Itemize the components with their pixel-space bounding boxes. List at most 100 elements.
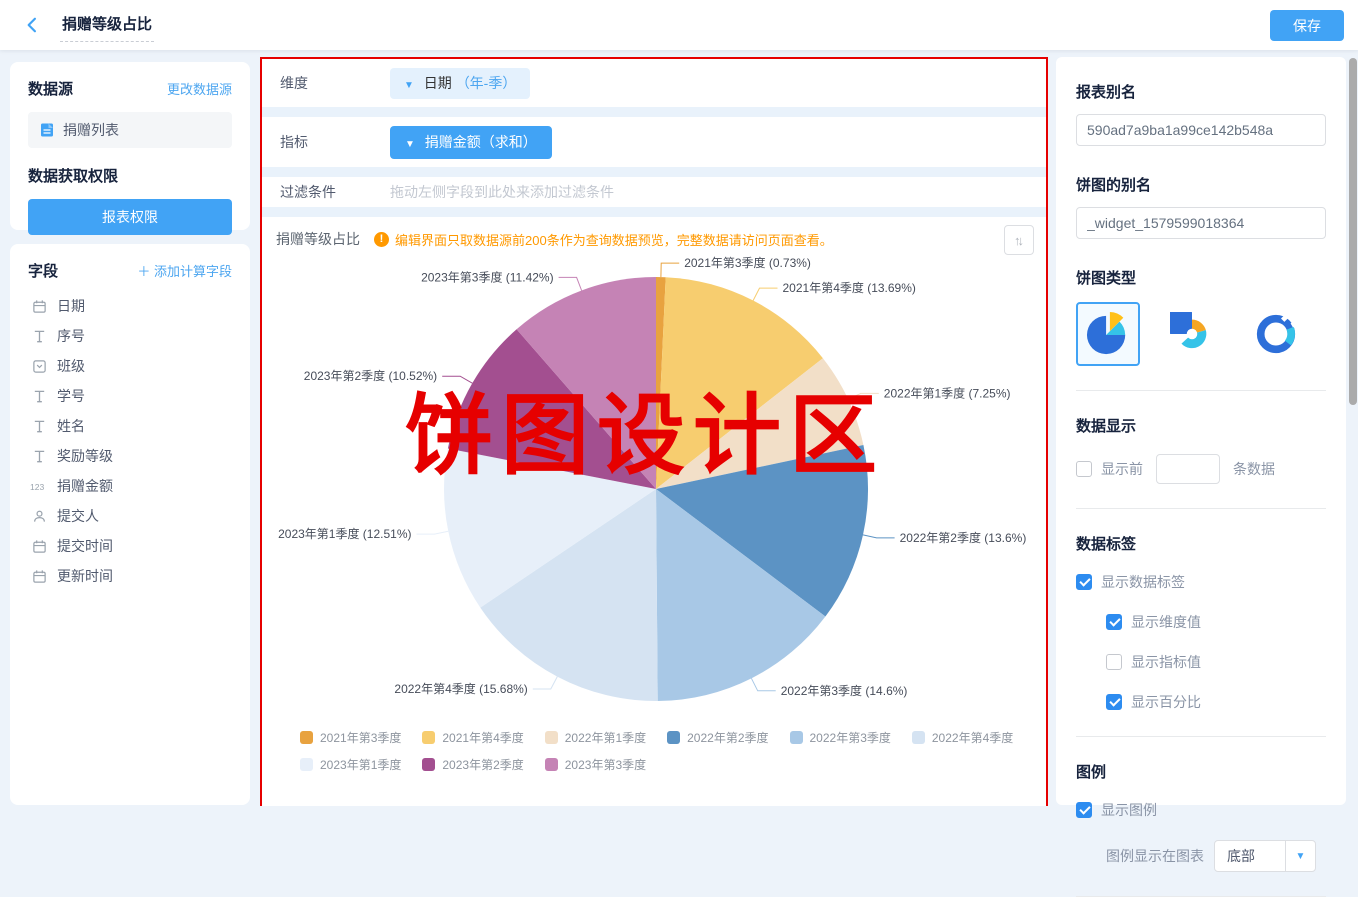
legend-item[interactable]: 2022年第3季度 — [789, 729, 891, 746]
show-legend-checkbox[interactable] — [1076, 802, 1092, 818]
data-display-title: 数据显示 — [1076, 418, 1137, 435]
caret-down-icon: ▼ — [404, 79, 414, 91]
pie-slice[interactable] — [656, 489, 826, 701]
field-item[interactable]: 更新时间 — [28, 561, 232, 591]
field-item[interactable]: 序号 — [28, 321, 232, 351]
settings-panel: 报表别名 饼图的别名 饼图类型 — [1056, 57, 1346, 897]
report-alias-input[interactable] — [1076, 114, 1326, 146]
field-item[interactable]: 姓名 — [28, 411, 232, 441]
legend-item[interactable]: 2022年第1季度 — [544, 729, 647, 746]
legend-swatch — [789, 731, 803, 744]
datasource-title: 数据源 — [28, 81, 74, 98]
rows-suffix-label: 条数据 — [1233, 461, 1275, 477]
legend-label: 2022年第3季度 — [809, 731, 891, 745]
vertical-scrollbar[interactable] — [1349, 58, 1357, 405]
pie-slice[interactable] — [656, 276, 666, 489]
metric-tag[interactable]: ▼ 捐赠金额（求和） — [390, 125, 552, 159]
field-item[interactable]: 提交人 — [28, 501, 232, 531]
select-icon — [30, 359, 48, 374]
legend-item[interactable]: 2023年第1季度 — [300, 756, 401, 773]
checkbox[interactable] — [1106, 694, 1122, 710]
sort-button[interactable]: ↑↓ — [1004, 225, 1034, 255]
perm-title: 数据获取权限 — [28, 168, 119, 185]
fields-list: 日期 序号 班级 学号 姓名 奖励等级 123 捐赠金额 提交人 提交时间 更新… — [28, 291, 232, 591]
datasource-item[interactable]: 捐赠列表 — [28, 112, 232, 148]
field-item[interactable]: 学号 — [28, 381, 232, 411]
show-top-checkbox[interactable] — [1076, 461, 1092, 477]
back-button[interactable] — [22, 15, 42, 35]
field-item[interactable]: 班级 — [28, 351, 232, 381]
checkbox[interactable] — [1106, 654, 1122, 670]
legend-item[interactable]: 2021年第4季度 — [422, 729, 524, 746]
show-legend-row: 显示图例 — [1076, 800, 1326, 820]
report-permission-button[interactable]: 报表权限 — [28, 199, 232, 235]
legend-swatch — [300, 758, 313, 771]
legend-label: 2022年第1季度 — [564, 731, 647, 745]
legend-position-row: 图例显示在图表 底部 ▼ — [1106, 840, 1326, 872]
pie-type-basic-option[interactable] — [1076, 302, 1140, 366]
field-item[interactable]: 奖励等级 — [28, 441, 232, 471]
pie-slice[interactable] — [656, 277, 823, 489]
pie-slice-label: 2023年第3季度 (11.42%) — [421, 269, 554, 284]
pie-slice-label: 2022年第1季度 (7.25%) — [884, 385, 1011, 400]
legend-title: 图例 — [1076, 764, 1107, 781]
legend-item[interactable]: 2023年第3季度 — [544, 756, 647, 773]
text-icon — [30, 449, 48, 464]
field-item[interactable]: 提交时间 — [28, 531, 232, 561]
data-label-option: 显示百分比 — [1106, 692, 1326, 712]
plus-icon: ＋ — [137, 264, 154, 279]
pie-slice[interactable] — [447, 329, 656, 489]
legend-swatch — [544, 731, 558, 744]
legend-item[interactable]: 2022年第2季度 — [667, 729, 769, 746]
data-label-option: 显示维度值 — [1106, 612, 1326, 632]
legend-item[interactable]: 2023年第2季度 — [422, 756, 524, 773]
text-icon — [30, 389, 48, 404]
pie-slice[interactable] — [516, 277, 656, 489]
add-calc-field-link[interactable]: ＋ 添加计算字段 — [137, 264, 232, 279]
pie-slice[interactable] — [656, 358, 864, 489]
pie-slice[interactable] — [444, 448, 656, 608]
dimension-row: 维度 ▼ 日期 （年-季） — [262, 59, 1046, 107]
pie-slice-label: 2022年第2季度 (13.6%) — [900, 530, 1027, 545]
checkbox[interactable] — [1106, 614, 1122, 630]
pie-chart[interactable]: 2021年第3季度 (0.73%) 2021年第4季度 (13.69%) 2022年… — [263, 255, 1049, 725]
pie-slice-label: 2023年第2季度 (10.52%) — [304, 368, 437, 383]
field-item-label: 奖励等级 — [57, 448, 113, 464]
pie-basic-icon — [1086, 312, 1126, 355]
pie-type-rose-option[interactable] — [1160, 302, 1224, 366]
show-top-label: 显示前 — [1101, 461, 1143, 477]
save-button[interactable]: 保存 — [1270, 10, 1344, 41]
change-datasource-link[interactable]: 更改数据源 — [166, 82, 232, 97]
checkbox-label: 显示指标值 — [1131, 654, 1201, 670]
checkbox-label: 显示数据标签 — [1101, 574, 1185, 590]
field-item-label: 更新时间 — [57, 568, 113, 584]
topbar: 捐赠等级占比 保存 — [0, 0, 1358, 50]
legend-swatch — [911, 731, 925, 744]
legend-position-select[interactable]: 底部 ▼ — [1214, 840, 1316, 872]
filter-label: 过滤条件 — [280, 184, 336, 200]
pie-slice[interactable] — [656, 445, 869, 617]
legend-item[interactable]: 2022年第4季度 — [911, 729, 1013, 746]
filter-row[interactable]: 过滤条件 拖动左侧字段到此处来添加过滤条件 — [262, 177, 1046, 207]
document-icon — [41, 123, 53, 137]
fields-title: 字段 — [28, 263, 59, 280]
back-chevron-icon — [27, 17, 37, 33]
legend-item[interactable]: 2021年第3季度 — [300, 729, 401, 746]
label-leader-line — [847, 392, 879, 400]
pie-slice[interactable] — [480, 489, 658, 702]
field-item[interactable]: 123 捐赠金额 — [28, 471, 232, 501]
label-leader-line — [862, 534, 895, 539]
checkbox[interactable] — [1076, 574, 1092, 590]
text-icon — [30, 329, 48, 344]
pie-type-donut-option[interactable] — [1244, 302, 1308, 366]
field-item-label: 捐赠金额 — [57, 478, 113, 494]
pie-donut-icon — [1256, 313, 1298, 354]
label-leader-line — [752, 287, 778, 301]
field-item[interactable]: 日期 — [28, 291, 232, 321]
top-count-input[interactable] — [1156, 454, 1220, 484]
data-label-options: 显示数据标签 显示维度值 显示指标值 显示百分比 — [1076, 572, 1326, 712]
legend-label: 2023年第3季度 — [564, 758, 647, 772]
pie-alias-input[interactable] — [1076, 207, 1326, 239]
chart-legend: 2021年第3季度 2021年第4季度 2022年第1季度 2022年第2季度 … — [300, 729, 1024, 773]
dimension-tag[interactable]: ▼ 日期 （年-季） — [390, 67, 531, 99]
